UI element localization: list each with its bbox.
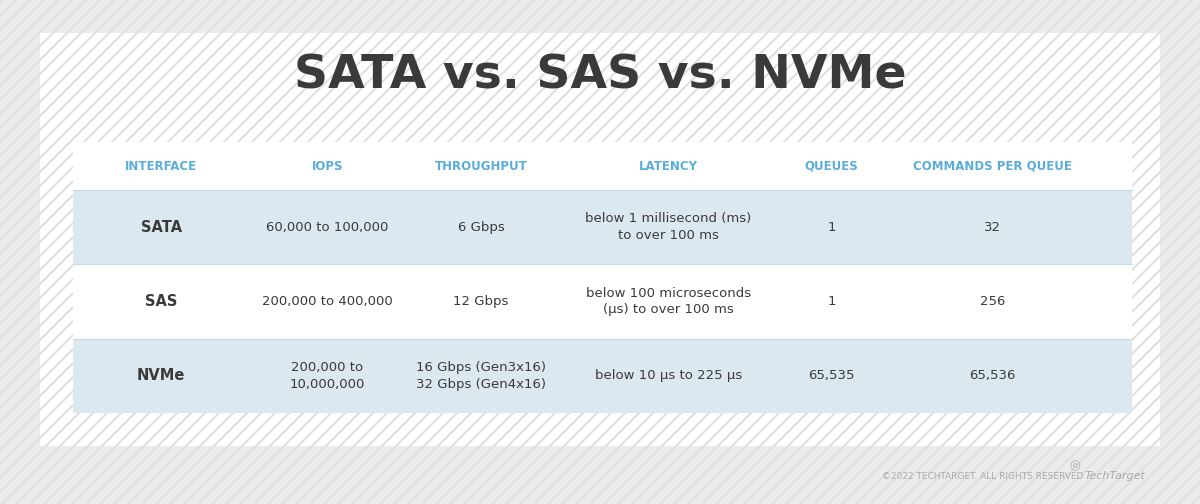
- Text: SAS: SAS: [145, 294, 178, 309]
- Text: 1: 1: [827, 295, 836, 308]
- Text: QUEUES: QUEUES: [805, 160, 858, 172]
- Bar: [73, 339, 1133, 413]
- Text: 65,536: 65,536: [970, 369, 1015, 382]
- Text: LATENCY: LATENCY: [638, 160, 698, 172]
- Text: TechTarget: TechTarget: [1085, 471, 1146, 481]
- Text: SATA vs. SAS vs. NVMe: SATA vs. SAS vs. NVMe: [294, 53, 906, 99]
- Text: IOPS: IOPS: [312, 160, 343, 172]
- Text: 65,535: 65,535: [809, 369, 854, 382]
- Text: 60,000 to 100,000: 60,000 to 100,000: [266, 221, 389, 233]
- Text: ◎: ◎: [1069, 460, 1081, 473]
- Text: 12 Gbps: 12 Gbps: [454, 295, 509, 308]
- Text: 200,000 to
10,000,000: 200,000 to 10,000,000: [289, 361, 365, 391]
- Text: 16 Gbps (Gen3x16)
32 Gbps (Gen4x16): 16 Gbps (Gen3x16) 32 Gbps (Gen4x16): [416, 361, 546, 391]
- Text: COMMANDS PER QUEUE: COMMANDS PER QUEUE: [913, 160, 1072, 172]
- Text: below 100 microseconds
(μs) to over 100 ms: below 100 microseconds (μs) to over 100 …: [586, 287, 751, 316]
- Text: below 1 millisecond (ms)
to over 100 ms: below 1 millisecond (ms) to over 100 ms: [586, 212, 751, 242]
- Text: below 10 μs to 225 μs: below 10 μs to 225 μs: [595, 369, 742, 382]
- Bar: [40, 33, 1160, 446]
- Text: 6 Gbps: 6 Gbps: [457, 221, 504, 233]
- Text: 200,000 to 400,000: 200,000 to 400,000: [262, 295, 392, 308]
- Text: SATA: SATA: [140, 220, 181, 234]
- Bar: [73, 190, 1133, 264]
- Text: THROUGHPUT: THROUGHPUT: [434, 160, 527, 172]
- Text: 32: 32: [984, 221, 1001, 233]
- Text: INTERFACE: INTERFACE: [125, 160, 197, 172]
- Bar: [73, 264, 1133, 339]
- Bar: [73, 142, 1133, 190]
- Text: ©2022 TECHTARGET. ALL RIGHTS RESERVED: ©2022 TECHTARGET. ALL RIGHTS RESERVED: [882, 472, 1084, 481]
- Text: 1: 1: [827, 221, 836, 233]
- Text: 256: 256: [980, 295, 1006, 308]
- Text: NVMe: NVMe: [137, 368, 185, 383]
